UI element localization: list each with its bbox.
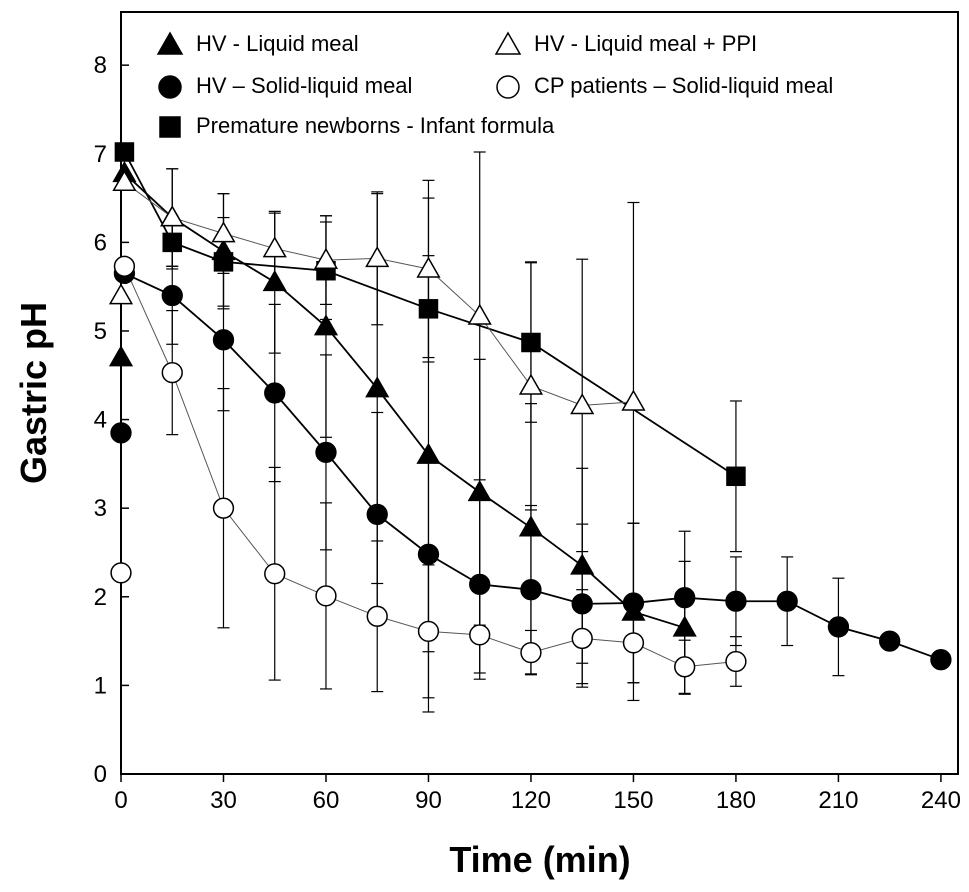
marker — [417, 620, 440, 642]
marker — [621, 389, 646, 411]
marker — [161, 361, 183, 384]
marker — [211, 221, 236, 243]
plot-frame — [120, 11, 959, 775]
marker — [262, 269, 287, 292]
legend-marker — [158, 75, 182, 99]
marker — [365, 376, 390, 398]
marker — [313, 314, 339, 336]
y-tick-label: 6 — [94, 229, 107, 256]
marker — [467, 303, 492, 325]
marker — [827, 616, 850, 638]
marker — [879, 630, 901, 652]
marker — [262, 236, 287, 258]
marker — [313, 247, 339, 269]
y-tick-label: 4 — [94, 407, 107, 434]
marker — [674, 656, 696, 678]
marker — [264, 382, 286, 404]
x-tick-label: 90 — [415, 787, 442, 814]
series-line — [124, 272, 942, 661]
marker — [570, 393, 595, 415]
legend-label: Premature newborns - Infant formula — [196, 113, 555, 138]
legend-marker — [496, 75, 520, 99]
marker — [315, 441, 337, 464]
marker — [365, 246, 390, 268]
y-axis-title: Gastric pH — [13, 302, 54, 484]
marker — [113, 255, 136, 277]
x-axis-title: Time (min) — [449, 839, 630, 880]
legend-label: HV - Liquid meal — [196, 31, 359, 56]
marker — [160, 205, 185, 227]
y-tick-label: 3 — [94, 495, 107, 522]
legend-label: HV – Solid-liquid meal — [196, 73, 412, 98]
marker — [725, 650, 747, 673]
marker — [417, 543, 440, 565]
marker — [469, 573, 491, 596]
legend-marker — [494, 31, 522, 55]
marker — [571, 627, 593, 650]
marker — [418, 299, 439, 319]
y-tick-label: 2 — [94, 584, 107, 611]
marker — [366, 605, 388, 627]
marker — [570, 553, 595, 575]
series-line — [123, 266, 736, 668]
y-tick-label: 0 — [94, 761, 107, 788]
marker — [467, 479, 492, 502]
marker — [776, 590, 798, 612]
marker — [212, 329, 235, 351]
series-line — [123, 172, 685, 629]
marker — [416, 442, 441, 464]
x-tick-label: 150 — [613, 787, 653, 814]
marker — [518, 515, 544, 537]
marker — [108, 283, 134, 305]
legend-label: CP patients – Solid-liquid meal — [534, 73, 833, 98]
x-tick-label: 210 — [818, 787, 858, 814]
x-tick-label: 240 — [921, 787, 961, 814]
marker — [571, 593, 593, 615]
marker — [416, 256, 441, 278]
legend-marker — [156, 31, 184, 55]
marker — [930, 649, 952, 671]
legend-label: HV - Liquid meal + PPI — [534, 31, 757, 56]
series-line — [124, 181, 634, 406]
x-tick-label: 60 — [313, 787, 340, 814]
marker — [674, 587, 696, 609]
legend-marker — [159, 116, 181, 138]
marker — [520, 641, 542, 664]
y-tick-label: 7 — [94, 141, 107, 168]
marker — [114, 142, 135, 162]
marker — [110, 422, 132, 444]
y-tick-label: 8 — [94, 52, 107, 79]
marker — [469, 624, 491, 646]
marker — [108, 345, 134, 367]
marker — [110, 562, 132, 584]
marker — [162, 232, 182, 253]
x-tick-label: 0 — [114, 787, 127, 814]
marker — [264, 563, 286, 585]
marker — [518, 373, 544, 395]
marker — [366, 503, 388, 526]
marker — [112, 169, 137, 191]
marker — [521, 332, 541, 353]
marker — [212, 497, 235, 519]
marker — [520, 579, 542, 601]
marker — [726, 466, 746, 487]
x-tick-label: 180 — [716, 787, 756, 814]
marker — [725, 590, 747, 612]
marker — [622, 592, 645, 614]
marker — [315, 585, 337, 607]
marker — [213, 252, 234, 272]
x-tick-label: 30 — [210, 787, 237, 814]
y-tick-label: 5 — [94, 318, 107, 345]
y-tick-label: 1 — [94, 672, 107, 699]
marker — [672, 615, 697, 637]
marker — [622, 632, 645, 654]
x-tick-label: 120 — [511, 787, 551, 814]
marker — [161, 284, 183, 307]
